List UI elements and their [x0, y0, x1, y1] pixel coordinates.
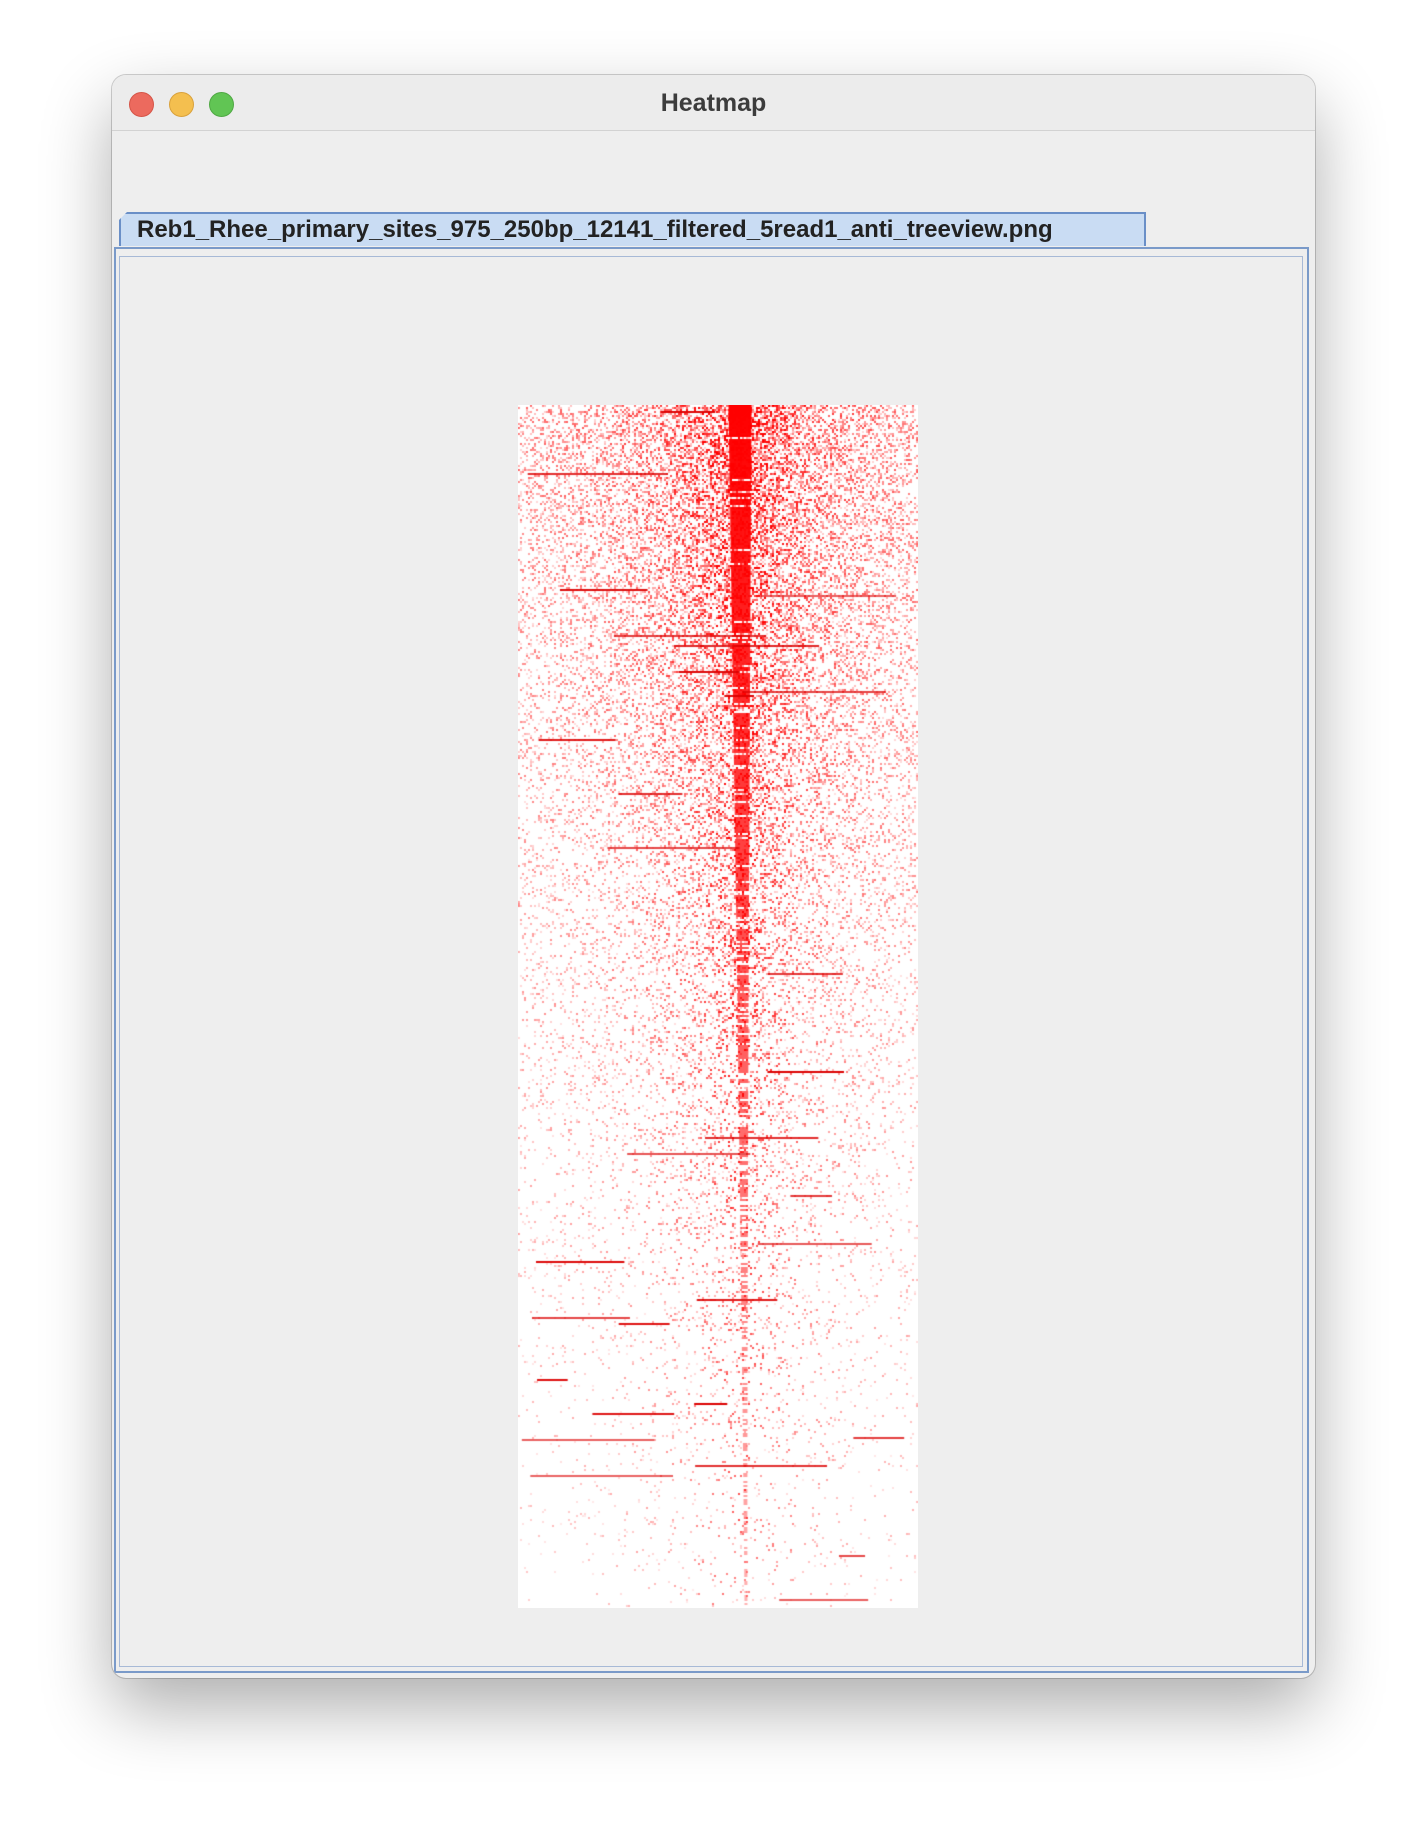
zoom-icon[interactable]: [209, 92, 234, 117]
tab-heatmap-file[interactable]: Reb1_Rhee_primary_sites_975_250bp_12141_…: [119, 212, 1146, 246]
close-icon[interactable]: [129, 92, 154, 117]
tab-content-panel: [114, 247, 1309, 1673]
minimize-icon[interactable]: [169, 92, 194, 117]
title-bar[interactable]: Heatmap: [112, 75, 1315, 131]
tab-label: Reb1_Rhee_primary_sites_975_250bp_12141_…: [137, 216, 1053, 243]
heatmap-window: Heatmap Reb1_Rhee_primary_sites_975_250b…: [112, 75, 1315, 1678]
window-title: Heatmap: [660, 89, 767, 117]
tab-strip: Reb1_Rhee_primary_sites_975_250bp_12141_…: [112, 131, 1315, 249]
heatmap-canvas: [518, 405, 918, 1608]
heatmap-image: [518, 405, 918, 1608]
image-viewport: [119, 256, 1303, 1667]
